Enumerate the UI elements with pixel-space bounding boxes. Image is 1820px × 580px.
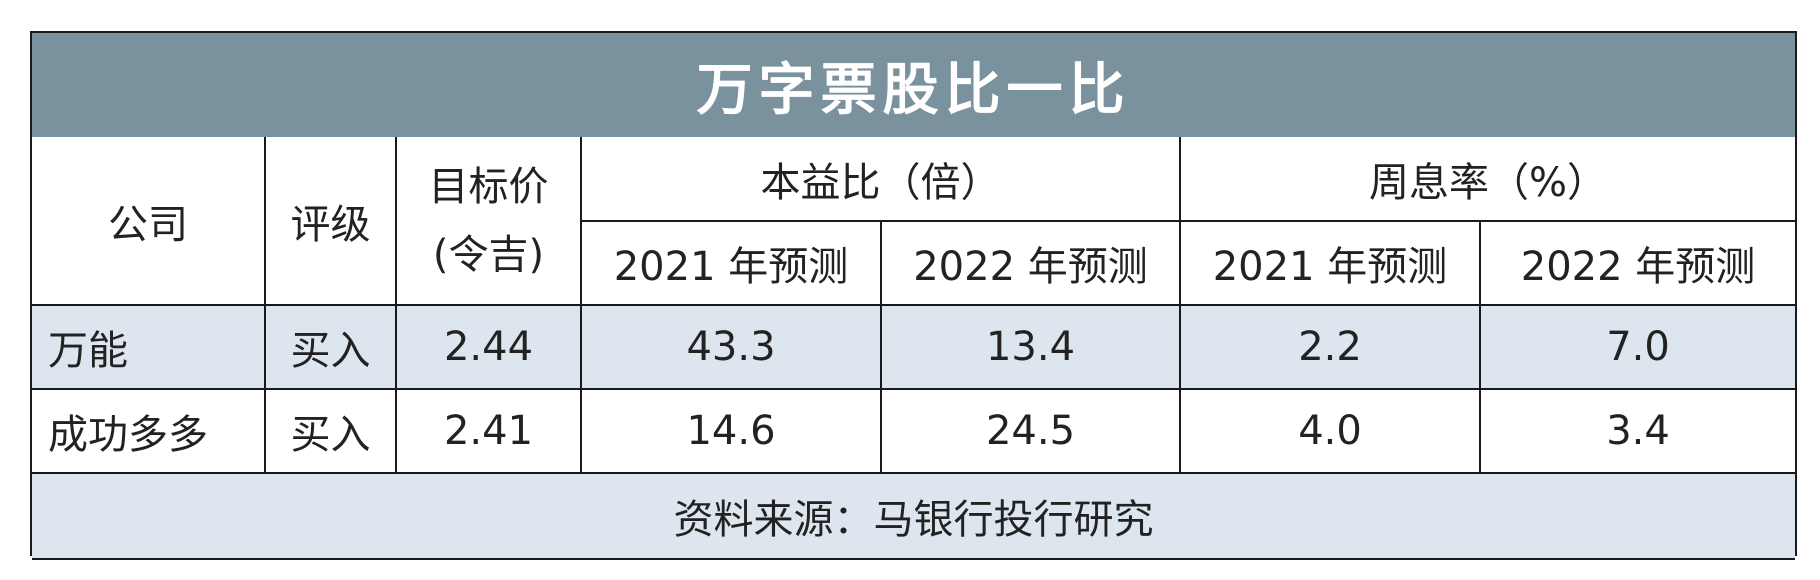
header-yield-2021: 2021 年预测	[1179, 220, 1481, 306]
header-target-price-line1: 目标价	[428, 163, 549, 210]
source-row: 资料来源：马银行投行研究	[32, 472, 1796, 560]
header-row-1: 公司 评级 目标价 (令吉) 本益比（倍） 周息率（%）	[32, 137, 1796, 306]
pe-2022-cell: 24.5	[880, 388, 1181, 474]
pe-2022-cell: 13.4	[880, 304, 1181, 390]
header-yield-group: 周息率（%）	[1178, 137, 1796, 222]
pe-2021-cell: 14.6	[580, 388, 882, 474]
header-pe-2022: 2022 年预测	[880, 220, 1181, 306]
target-price-cell: 2.44	[395, 304, 582, 390]
company-cell: 成功多多	[32, 388, 266, 474]
header-pe-group: 本益比（倍）	[580, 137, 1181, 222]
header-rating: 评级	[264, 137, 397, 306]
stock-comparison-table-frame: 万字票股比一比 公司 评级 目标价 (令吉) 本益比（倍） 周息率（%） 202…	[30, 31, 1797, 560]
header-target-price: 目标价 (令吉)	[395, 137, 582, 306]
yield-2022-cell: 7.0	[1478, 304, 1796, 390]
header-row-2: 2021 年预测 2022 年预测 2021 年预测 2022 年预测	[32, 220, 1796, 306]
header-company: 公司	[32, 137, 266, 306]
table-row: 成功多多 买入 2.41 14.6 24.5 4.0 3.4	[32, 388, 1796, 474]
table-row: 万能 买入 2.44 43.3 13.4 2.2 7.0	[32, 304, 1796, 390]
yield-2022-cell: 3.4	[1478, 388, 1796, 474]
header-target-price-line2: (令吉)	[432, 231, 545, 278]
yield-2021-cell: 4.0	[1179, 388, 1481, 474]
table-title: 万字票股比一比	[32, 33, 1795, 137]
stock-comparison-table: 公司 评级 目标价 (令吉) 本益比（倍） 周息率（%） 2021 年预测 20…	[32, 137, 1796, 560]
header-yield-2022: 2022 年预测	[1478, 220, 1796, 306]
yield-2021-cell: 2.2	[1179, 304, 1481, 390]
rating-cell: 买入	[264, 304, 397, 390]
pe-2021-cell: 43.3	[580, 304, 882, 390]
rating-cell: 买入	[264, 388, 397, 474]
target-price-cell: 2.41	[395, 388, 582, 474]
header-pe-2021: 2021 年预测	[581, 220, 882, 306]
source-note: 资料来源：马银行投行研究	[32, 472, 1796, 560]
company-cell: 万能	[32, 304, 266, 390]
